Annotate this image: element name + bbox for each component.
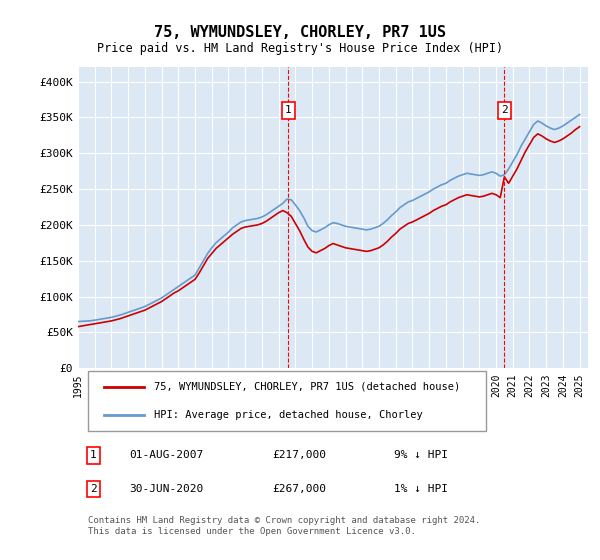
FancyBboxPatch shape [88, 371, 486, 431]
Text: £217,000: £217,000 [272, 450, 326, 460]
Text: 1: 1 [285, 105, 292, 115]
Text: 2: 2 [90, 484, 97, 494]
Text: 1: 1 [90, 450, 97, 460]
Text: 1% ↓ HPI: 1% ↓ HPI [394, 484, 448, 494]
Text: 2: 2 [501, 105, 508, 115]
Text: 75, WYMUNDSLEY, CHORLEY, PR7 1US: 75, WYMUNDSLEY, CHORLEY, PR7 1US [154, 25, 446, 40]
Text: Contains HM Land Registry data © Crown copyright and database right 2024.
This d: Contains HM Land Registry data © Crown c… [88, 516, 481, 535]
Text: HPI: Average price, detached house, Chorley: HPI: Average price, detached house, Chor… [155, 410, 423, 421]
Text: 30-JUN-2020: 30-JUN-2020 [129, 484, 203, 494]
Text: 01-AUG-2007: 01-AUG-2007 [129, 450, 203, 460]
Text: £267,000: £267,000 [272, 484, 326, 494]
Text: 75, WYMUNDSLEY, CHORLEY, PR7 1US (detached house): 75, WYMUNDSLEY, CHORLEY, PR7 1US (detach… [155, 381, 461, 391]
Text: Price paid vs. HM Land Registry's House Price Index (HPI): Price paid vs. HM Land Registry's House … [97, 42, 503, 55]
Text: 9% ↓ HPI: 9% ↓ HPI [394, 450, 448, 460]
